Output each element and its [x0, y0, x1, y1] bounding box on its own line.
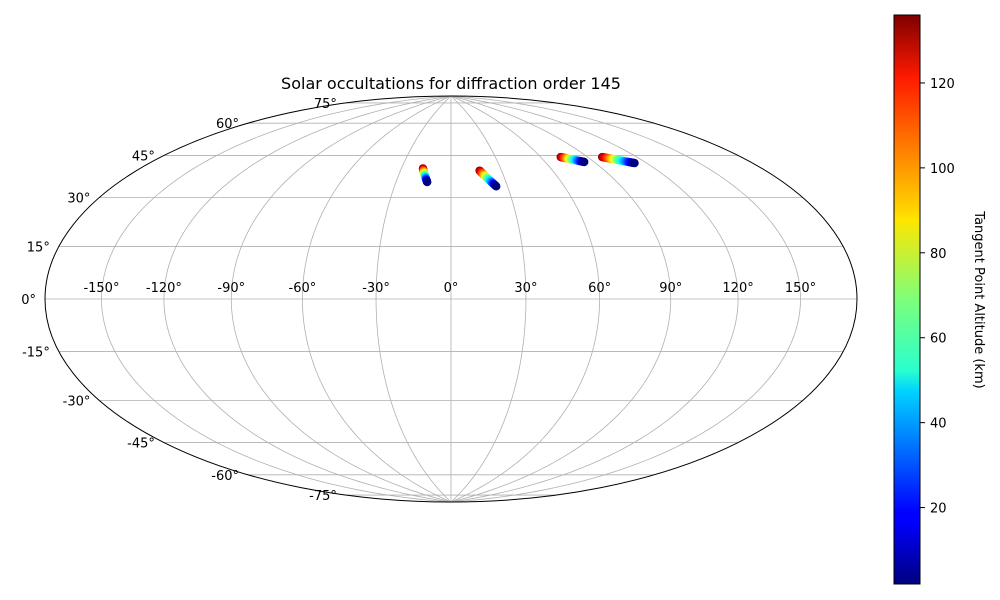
occultation-points	[418, 152, 639, 191]
latitude-tick-label: 60°	[216, 117, 239, 132]
colorbar	[893, 14, 921, 585]
longitude-tick-labels: -150° -120° -90° -60° -30° 0° 30° 60° 90° 120° 150…	[83, 281, 816, 296]
longitude-tick-label: 60°	[588, 281, 611, 296]
longitude-tick-label: 30°	[514, 281, 537, 296]
colorbar-tick-label: 80	[930, 247, 947, 262]
latitude-tick-label: 30°	[67, 192, 90, 207]
latitude-tick-label: -30°	[63, 395, 91, 410]
colorbar-tick-label: 60	[930, 332, 947, 347]
latitude-tick-label: -75°	[309, 489, 337, 504]
graticule	[45, 96, 857, 502]
longitude-tick-label: -30°	[362, 281, 390, 296]
chart-title: Solar occultations for diffraction order…	[281, 74, 621, 93]
longitude-tick-label: 0°	[444, 281, 459, 296]
colorbar-ticks: 20 40 60 80 100 120	[920, 77, 955, 517]
longitude-tick-label: -150°	[83, 281, 119, 296]
colorbar-tick-label: 40	[930, 417, 947, 432]
latitude-tick-label: -15°	[22, 346, 50, 361]
colorbar-tick-label: 100	[930, 162, 955, 177]
latitude-tick-label: 75°	[314, 97, 337, 112]
colorbar-tick-label: 20	[930, 502, 947, 517]
colorbar-tick-label: 120	[930, 77, 955, 92]
colorbar-label: Tangent Point Altitude (km)	[971, 210, 986, 388]
latitude-tick-label: -45°	[127, 437, 155, 452]
longitude-tick-label: -90°	[217, 281, 245, 296]
occultation-point	[422, 177, 432, 187]
occultation-point	[580, 157, 589, 167]
longitude-tick-label: -60°	[289, 281, 317, 296]
latitude-tick-label: -60°	[211, 469, 239, 484]
occultation-point	[492, 182, 501, 191]
latitude-tick-label: 45°	[132, 149, 155, 164]
latitude-tick-label: 15°	[27, 240, 50, 255]
latitude-tick-label: 0°	[21, 293, 36, 308]
longitude-tick-label: 150°	[785, 281, 816, 296]
longitude-tick-label: 120°	[722, 281, 753, 296]
longitude-tick-label: -120°	[146, 281, 182, 296]
longitude-tick-label: 90°	[659, 281, 682, 296]
map-boundary	[44, 95, 858, 503]
latitude-tick-labels: -75° -60° -45° -30° -15° 0° 15° 30° 45° 60° 75°	[21, 97, 337, 504]
occultation-point	[630, 158, 639, 168]
